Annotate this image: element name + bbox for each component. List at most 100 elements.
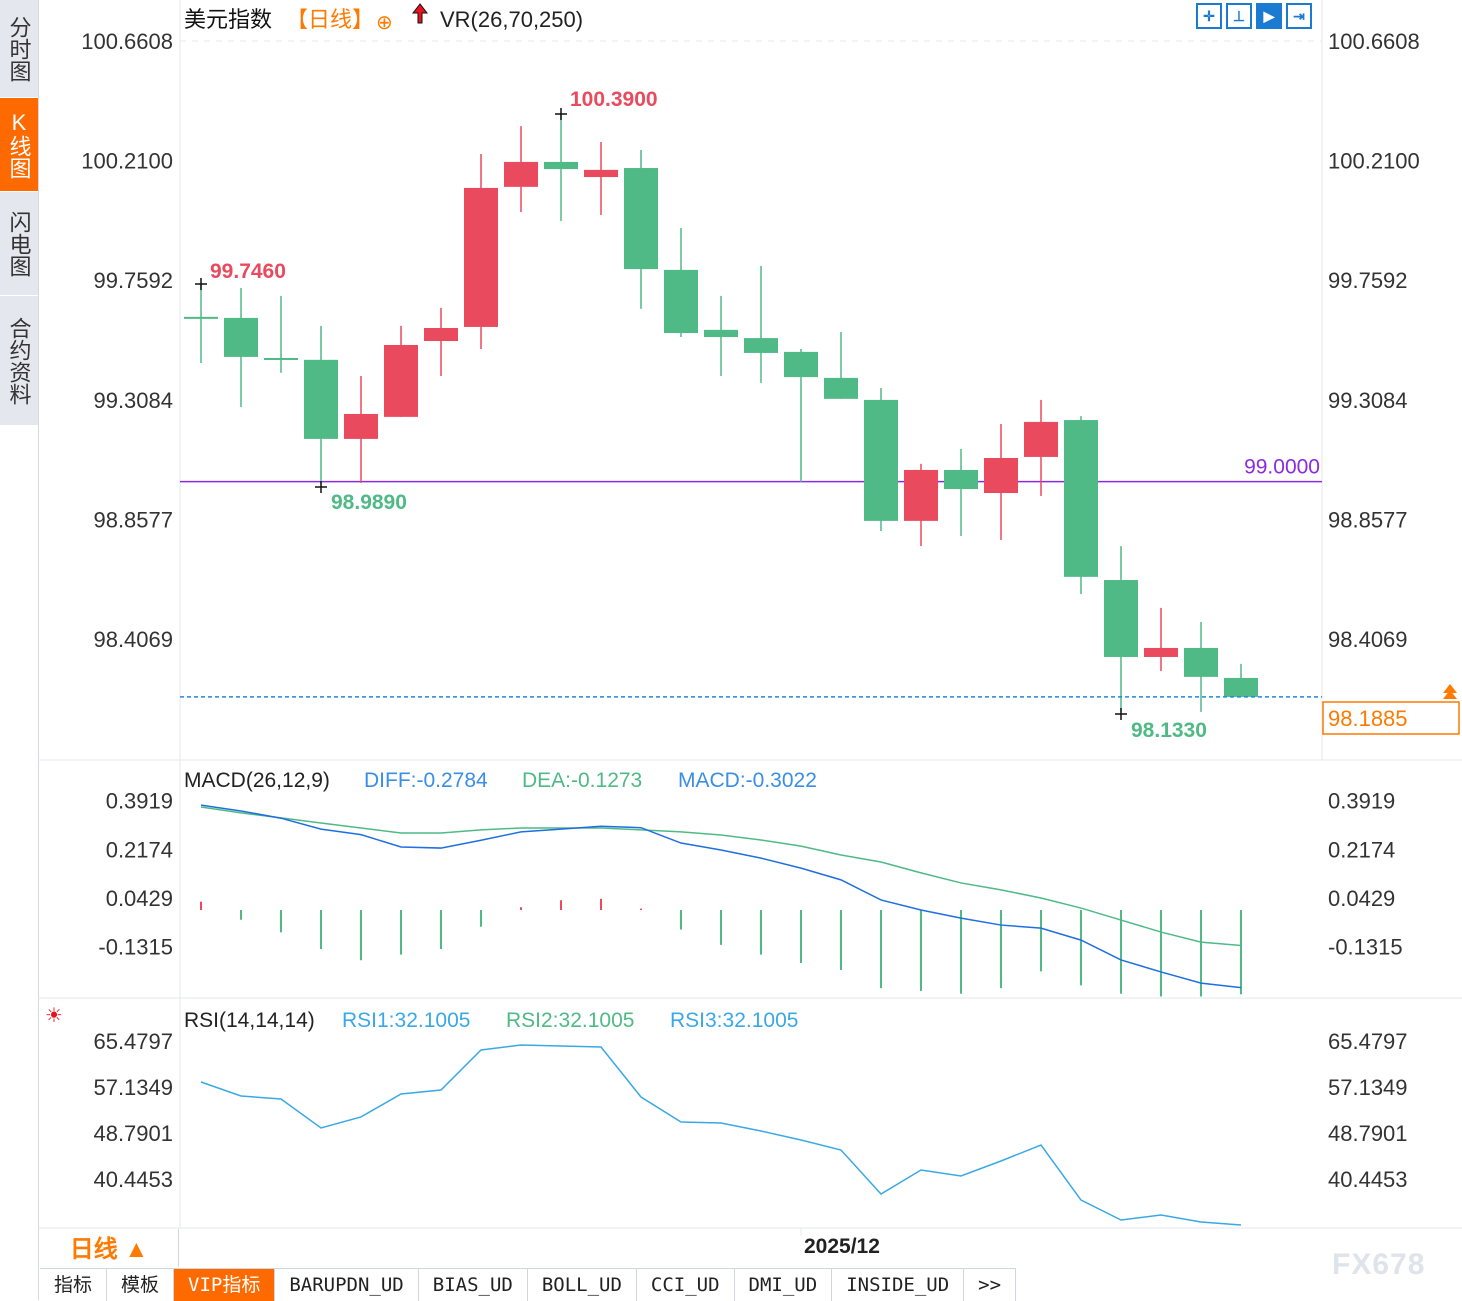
candle-down xyxy=(544,161,578,170)
candle-up xyxy=(344,413,378,439)
y-tick-left: 40.4453 xyxy=(93,1167,173,1192)
candle-up xyxy=(504,161,538,187)
candle-down xyxy=(264,357,298,360)
y-tick-right: 98.8577 xyxy=(1328,507,1408,532)
extreme-marker xyxy=(315,481,327,493)
macd-title: MACD(26,12,9) xyxy=(184,769,330,792)
indicator-tab[interactable]: 模板 xyxy=(107,1269,175,1301)
sidebar-tab-kline[interactable]: K线图 xyxy=(0,98,38,192)
y-tick-left: 0.0429 xyxy=(106,886,173,911)
y-tick-right: 40.4453 xyxy=(1328,1167,1408,1192)
y-tick-right: 57.1349 xyxy=(1328,1075,1408,1100)
zoom-axis-icon[interactable]: ⊥ xyxy=(1226,3,1252,29)
play-axis-icon[interactable]: ▶ xyxy=(1256,3,1282,29)
sidebar-tab-timeshare[interactable]: 分时图 xyxy=(0,0,38,98)
candle-down xyxy=(1224,677,1258,697)
candle-down xyxy=(224,317,258,357)
candle-down xyxy=(664,269,698,334)
indicator-tab[interactable]: BARUPDN_UD xyxy=(275,1269,419,1301)
period-button[interactable]: 日线 ▲ xyxy=(40,1229,179,1267)
rsi-legend-item: RSI1:32.1005 xyxy=(342,1009,470,1032)
scroll-up-icon[interactable] xyxy=(1443,684,1457,699)
rsi-title: RSI(14,14,14) xyxy=(184,1009,315,1032)
candle-down xyxy=(1184,647,1218,677)
y-tick-left: 0.3919 xyxy=(106,789,173,814)
candle-down xyxy=(864,399,898,521)
candle-down xyxy=(304,359,338,439)
y-tick-right: 100.2100 xyxy=(1328,149,1420,174)
y-tick-left: 48.7901 xyxy=(93,1121,173,1146)
y-tick-left: 99.7592 xyxy=(93,268,173,293)
extreme-label: 98.1330 xyxy=(1131,719,1207,742)
chart-toolbar: ✛ ⊥ ▶ ⇥ xyxy=(1196,3,1312,29)
candle-up xyxy=(424,328,458,342)
candle-up xyxy=(584,169,618,178)
instrument-title: 美元指数 xyxy=(184,7,272,32)
y-tick-right: 0.0429 xyxy=(1328,886,1395,911)
indicator-tabs: 指标 模板 VIP指标 BARUPDN_UD BIAS_UD BOLL_UD CCI_UD D… xyxy=(40,1268,1017,1301)
y-tick-left: 0.2174 xyxy=(106,837,173,862)
add-indicator-icon[interactable]: ⊕ xyxy=(376,12,393,34)
macd-legend-item: DEA:-0.1273 xyxy=(522,769,642,792)
sidebar-tab-contract-info[interactable]: 合约资料 xyxy=(0,296,38,426)
extreme-label: 100.3900 xyxy=(570,88,658,111)
candle-down xyxy=(704,329,738,338)
candle-down xyxy=(824,377,858,399)
y-tick-left: -0.1315 xyxy=(98,935,173,960)
y-tick-left: 100.6608 xyxy=(81,29,173,54)
y-tick-right: 48.7901 xyxy=(1328,1121,1408,1146)
y-tick-left: 98.4069 xyxy=(93,627,173,652)
indicator-tab[interactable]: BOLL_UD xyxy=(527,1269,637,1301)
y-tick-left: 100.2100 xyxy=(81,149,173,174)
y-tick-right: 98.4069 xyxy=(1328,627,1408,652)
candle-up xyxy=(1144,647,1178,657)
y-tick-left: 99.3084 xyxy=(93,388,173,413)
candle-up xyxy=(464,187,498,327)
dea-line xyxy=(200,806,1242,947)
sidebar-tab-flash[interactable]: 闪电图 xyxy=(0,192,38,296)
candle-down xyxy=(784,351,818,378)
settings-sun-icon[interactable]: ☀ xyxy=(45,1005,63,1027)
y-tick-right: 99.3084 xyxy=(1328,388,1408,413)
indicator-tab[interactable]: INSIDE_UD xyxy=(832,1269,965,1301)
sidebar: 分时图 K线图 闪电图 合约资料 xyxy=(0,0,39,1300)
extreme-label: 99.7460 xyxy=(210,260,286,283)
candle-up xyxy=(384,344,418,417)
candle-up xyxy=(1024,421,1058,457)
indicator-tab[interactable]: DMI_UD xyxy=(734,1269,833,1301)
indicator-tab[interactable]: VIP指标 xyxy=(174,1269,276,1301)
y-tick-right: 100.6608 xyxy=(1328,29,1420,54)
y-tick-right: 65.4797 xyxy=(1328,1029,1408,1054)
level-label: 99.0000 xyxy=(1244,456,1320,479)
last-price-label: 98.1885 xyxy=(1328,706,1408,731)
candle-down xyxy=(744,338,778,353)
indicator-tab[interactable]: BIAS_UD xyxy=(418,1269,528,1301)
candle-down xyxy=(184,316,218,319)
rsi-legend-item: RSI3:32.1005 xyxy=(670,1009,798,1032)
extreme-marker xyxy=(555,108,567,120)
indicator-tab[interactable]: CCI_UD xyxy=(636,1269,735,1301)
y-tick-right: 0.2174 xyxy=(1328,837,1395,862)
extreme-label: 98.9890 xyxy=(331,491,407,514)
y-tick-right: -0.1315 xyxy=(1328,935,1403,960)
y-tick-left: 65.4797 xyxy=(93,1029,173,1054)
candle-down xyxy=(624,168,658,270)
indicator-tab[interactable]: >> xyxy=(964,1269,1017,1301)
extreme-marker xyxy=(1115,708,1127,720)
x-tick-label: 2025/12 xyxy=(804,1235,880,1258)
move-right-icon[interactable]: ⇥ xyxy=(1286,3,1312,29)
watermark: FX678 xyxy=(1332,1248,1426,1281)
y-tick-right: 0.3919 xyxy=(1328,789,1395,814)
candle-up xyxy=(904,469,938,521)
macd-legend-item: MACD:-0.3022 xyxy=(678,769,817,792)
y-tick-left: 57.1349 xyxy=(93,1075,173,1100)
macd-legend-item: DIFF:-0.2784 xyxy=(364,769,488,792)
indicator-tab[interactable]: 指标 xyxy=(40,1269,108,1301)
period-label[interactable]: 【日线】 xyxy=(286,7,374,32)
crosshair-icon[interactable]: ✛ xyxy=(1196,3,1222,29)
candle-down xyxy=(944,469,978,490)
y-tick-right: 99.7592 xyxy=(1328,268,1408,293)
rsi-legend-item: RSI2:32.1005 xyxy=(506,1009,634,1032)
candle-down xyxy=(1104,580,1138,657)
